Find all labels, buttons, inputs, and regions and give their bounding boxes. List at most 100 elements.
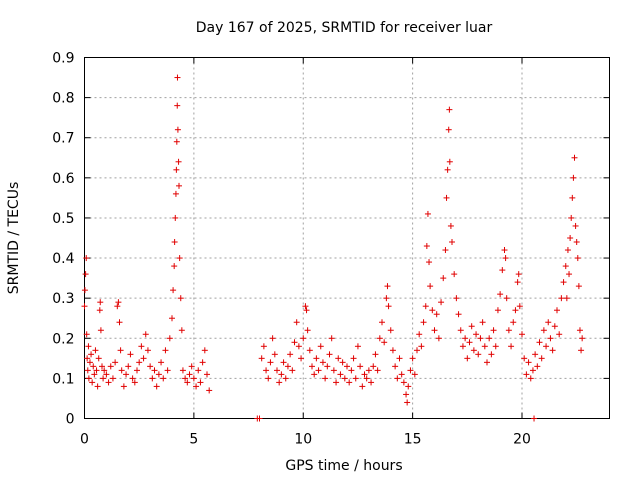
data-point [503,295,510,302]
data-point [174,126,181,133]
data-point [131,379,138,386]
data-point [291,339,298,346]
x-tick-labels: 0 5 10 15 20 [80,432,531,448]
data-point [566,271,573,278]
data-point [89,379,96,386]
data-point [306,347,313,354]
data-point [303,307,310,314]
data-point [508,343,515,350]
data-point [455,311,462,318]
data-point [547,335,554,342]
data-point [278,371,285,378]
data-point [117,347,124,354]
data-point [389,347,396,354]
data-point [144,347,151,354]
data-point [368,379,375,386]
data-point [418,343,425,350]
data-point [289,367,296,374]
data-point [134,367,140,374]
data-point [319,359,326,366]
data-point [384,283,391,290]
data-point [304,327,311,334]
data-point [284,363,291,370]
data-point [333,379,340,386]
data-point [379,319,385,326]
data-point [120,383,127,390]
data-point [326,351,333,358]
data-point [91,371,98,378]
data-point [572,222,579,229]
data-point [354,343,361,350]
data-point [446,106,453,113]
data-point [532,351,539,358]
data-point [531,415,538,422]
data-point [574,255,581,262]
data-point [435,335,442,342]
data-point [423,243,430,250]
data-point [315,367,322,374]
data-point [172,214,179,221]
data-point [438,299,445,306]
data-point [287,351,294,358]
data-point [466,339,473,346]
data-point [97,327,104,334]
data-point [420,319,427,326]
data-point [459,343,466,350]
data-point [155,371,162,378]
data-point [188,363,195,370]
data-point [82,271,89,278]
data-point [97,299,104,306]
data-point [179,367,186,374]
data-point [269,335,276,342]
data-point [488,351,495,358]
data-point [162,347,169,354]
data-point [568,214,575,221]
x-tick-label: 15 [404,432,422,448]
x-tick-label: 0 [80,432,89,448]
data-point [457,327,464,334]
data-point [337,371,344,378]
data-point [341,375,348,382]
data-point [370,363,377,370]
data-point [486,335,493,342]
data-point [256,415,263,422]
data-point [411,371,418,378]
data-point [416,331,423,338]
data-point [499,267,506,274]
data-point [529,367,536,374]
data-point [514,279,521,286]
data-point [193,383,200,390]
data-point [274,367,280,374]
data-point [538,355,545,362]
data-point [317,343,324,350]
data-point [84,367,91,374]
plot-frame [84,57,610,419]
data-point [357,363,364,370]
data-point [100,375,107,382]
data-point [182,375,189,382]
data-point [153,383,160,390]
data-point [376,335,383,342]
data-point [271,351,278,358]
data-point [543,343,550,350]
data-point [481,343,488,350]
data-point [298,355,305,362]
data-point [151,367,158,374]
y-tick-label: 0.8 [52,91,74,107]
data-point [176,255,183,262]
data-point [492,343,499,350]
data-point [564,247,571,254]
data-point [484,359,490,366]
data-point [501,247,508,254]
data-point [551,323,558,330]
data-point [267,359,274,366]
data-point [433,311,440,318]
data-point [99,363,105,370]
data-point [199,359,206,366]
data-point [136,359,143,366]
data-point [381,339,388,346]
data-point [394,375,401,382]
data-point [295,343,302,350]
data-point [84,355,91,362]
